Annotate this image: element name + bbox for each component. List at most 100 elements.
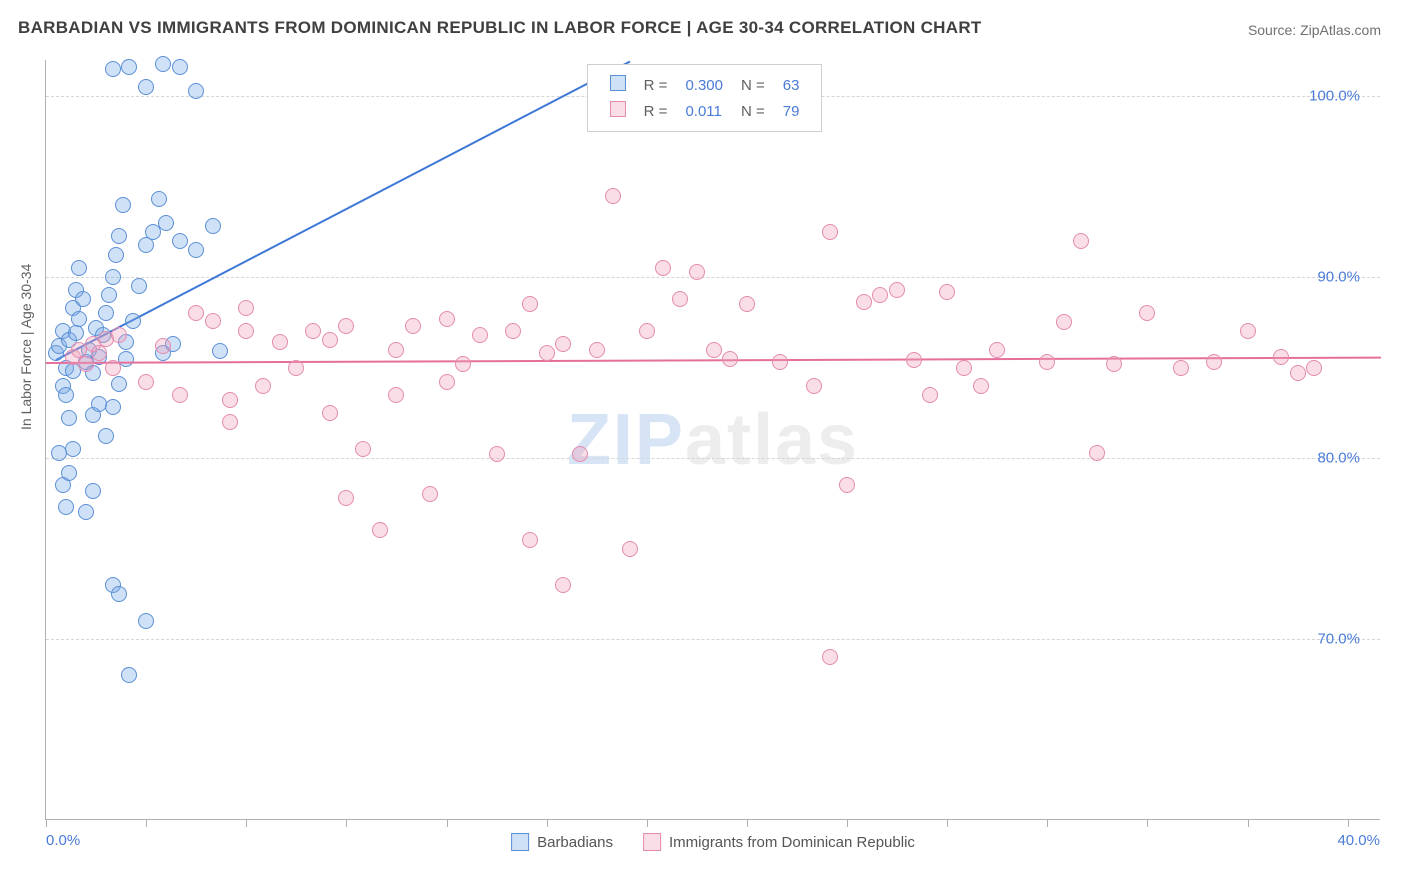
x-tick [1348, 819, 1349, 827]
scatter-point [639, 323, 655, 339]
legend-swatch [610, 101, 626, 117]
legend-label: Barbadians [537, 834, 613, 851]
scatter-point [1073, 233, 1089, 249]
x-tick [1147, 819, 1148, 827]
scatter-point [98, 428, 114, 444]
scatter-point [111, 586, 127, 602]
scatter-point [872, 287, 888, 303]
scatter-point [238, 300, 254, 316]
scatter-point [1273, 349, 1289, 365]
scatter-point [98, 305, 114, 321]
scatter-point [158, 215, 174, 231]
scatter-point [172, 233, 188, 249]
scatter-point [151, 191, 167, 207]
watermark: ZIPatlas [567, 399, 859, 481]
stat-n-label: N = [733, 99, 773, 123]
watermark-atlas: atlas [685, 400, 859, 480]
scatter-point [973, 378, 989, 394]
stat-n-value: 79 [775, 99, 808, 123]
scatter-point [121, 59, 137, 75]
scatter-point [108, 247, 124, 263]
scatter-point [1056, 314, 1072, 330]
scatter-point [155, 338, 171, 354]
scatter-point [522, 532, 538, 548]
scatter-point [1206, 354, 1222, 370]
scatter-point [238, 323, 254, 339]
stats-legend: R =0.300N =63R =0.011N =79 [587, 64, 823, 132]
scatter-point [772, 354, 788, 370]
scatter-point [58, 499, 74, 515]
scatter-point [572, 446, 588, 462]
scatter-point [272, 334, 288, 350]
scatter-point [355, 441, 371, 457]
scatter-point [212, 343, 228, 359]
scatter-point [1306, 360, 1322, 376]
gridline-h [46, 458, 1380, 459]
scatter-point [111, 327, 127, 343]
scatter-point [1039, 354, 1055, 370]
x-tick [947, 819, 948, 827]
scatter-point [455, 356, 471, 372]
scatter-point [121, 667, 137, 683]
legend-item-barbadians: Barbadians [511, 833, 613, 851]
scatter-point [1089, 445, 1105, 461]
scatter-point [706, 342, 722, 358]
scatter-point [91, 345, 107, 361]
scatter-point [1106, 356, 1122, 372]
scatter-point [989, 342, 1005, 358]
scatter-point [101, 287, 117, 303]
stat-r-value: 0.011 [677, 99, 731, 123]
legend-bottom: Barbadians Immigrants from Dominican Rep… [511, 833, 915, 851]
scatter-point [589, 342, 605, 358]
scatter-point [305, 323, 321, 339]
scatter-point [205, 313, 221, 329]
scatter-point [78, 504, 94, 520]
x-tick [647, 819, 648, 827]
scatter-point [288, 360, 304, 376]
scatter-point [372, 522, 388, 538]
scatter-point [322, 332, 338, 348]
scatter-point [1173, 360, 1189, 376]
x-tick [1047, 819, 1048, 827]
scatter-point [61, 465, 77, 481]
scatter-point [111, 228, 127, 244]
scatter-point [71, 260, 87, 276]
stat-r-value: 0.300 [677, 73, 731, 97]
scatter-point [689, 264, 705, 280]
scatter-point [78, 356, 94, 372]
scatter-point [739, 296, 755, 312]
scatter-point [105, 360, 121, 376]
scatter-point [839, 477, 855, 493]
y-tick-label: 100.0% [1309, 88, 1360, 105]
x-range-start: 0.0% [46, 832, 80, 849]
scatter-point [105, 61, 121, 77]
legend-swatch [610, 75, 626, 91]
legend-label: Immigrants from Dominican Republic [669, 834, 915, 851]
x-tick [747, 819, 748, 827]
scatter-point [138, 79, 154, 95]
scatter-point [172, 387, 188, 403]
stat-n-value: 63 [775, 73, 808, 97]
scatter-point [58, 387, 74, 403]
scatter-point [131, 278, 147, 294]
scatter-point [555, 336, 571, 352]
scatter-point [222, 414, 238, 430]
scatter-point [255, 378, 271, 394]
scatter-point [388, 387, 404, 403]
scatter-point [956, 360, 972, 376]
legend-swatch [511, 833, 529, 851]
scatter-point [71, 311, 87, 327]
chart-title: BARBADIAN VS IMMIGRANTS FROM DOMINICAN R… [18, 18, 982, 38]
scatter-point [405, 318, 421, 334]
scatter-point [1139, 305, 1155, 321]
scatter-point [118, 351, 134, 367]
scatter-point [75, 291, 91, 307]
scatter-point [1290, 365, 1306, 381]
scatter-point [172, 59, 188, 75]
y-tick-label: 80.0% [1317, 450, 1360, 467]
scatter-point [439, 311, 455, 327]
scatter-point [422, 486, 438, 502]
stat-r-label: R = [636, 99, 676, 123]
scatter-point [85, 483, 101, 499]
scatter-point [65, 441, 81, 457]
